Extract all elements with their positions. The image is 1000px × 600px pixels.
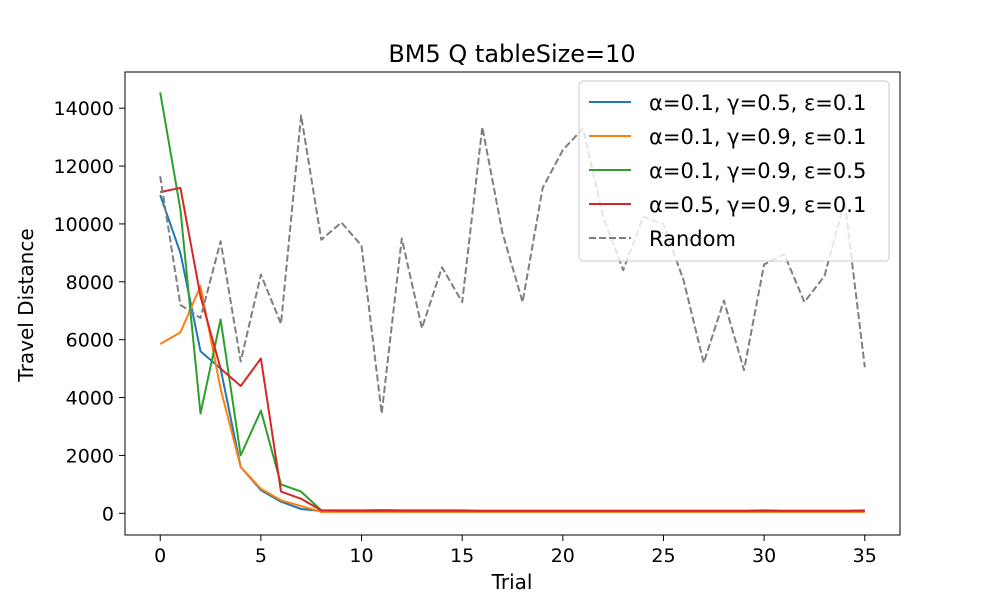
axes-frame bbox=[124, 71, 901, 536]
x-tick-label: 5 bbox=[255, 545, 267, 567]
legend-label-2: α=0.1, γ=0.9, ε=0.1 bbox=[649, 125, 866, 149]
y-tick-label: 12000 bbox=[54, 156, 114, 178]
y-axis-label: Travel Distance bbox=[14, 228, 38, 382]
y-tick-label: 8000 bbox=[66, 272, 114, 294]
y-tick-label: 4000 bbox=[66, 388, 114, 410]
x-tick-label: 15 bbox=[450, 545, 474, 567]
y-tick-label: 0 bbox=[102, 503, 114, 525]
legend-label-4: α=0.5, γ=0.9, ε=0.1 bbox=[649, 193, 866, 217]
legend-label-3: α=0.1, γ=0.9, ε=0.5 bbox=[649, 159, 866, 183]
plot-area: 0 5 10 15 20 25 30 35 0 2000 4000 6000 8000 10000 1200… bbox=[54, 71, 901, 567]
legend-label-5: Random bbox=[649, 227, 736, 251]
x-axis-label: Trial bbox=[491, 570, 533, 594]
legend-label-1: α=0.1, γ=0.5, ε=0.1 bbox=[649, 91, 866, 115]
x-tick-label: 10 bbox=[349, 545, 373, 567]
y-tick-label: 10000 bbox=[54, 214, 114, 236]
y-tick-label: 2000 bbox=[66, 445, 114, 467]
y-tick-label: 6000 bbox=[66, 330, 114, 352]
chart-title: BM5 Q tableSize=10 bbox=[388, 40, 635, 68]
x-tick-label: 30 bbox=[752, 545, 776, 567]
legend: α=0.1, γ=0.5, ε=0.1 α=0.1, γ=0.9, ε=0.1 α=… bbox=[578, 80, 890, 262]
series-line-5 bbox=[159, 114, 866, 415]
series-line-4 bbox=[159, 186, 865, 512]
x-tick-label: 0 bbox=[154, 545, 166, 567]
legend-box bbox=[578, 80, 890, 262]
x-tick-label: 20 bbox=[551, 545, 575, 567]
x-tick-label: 25 bbox=[651, 545, 675, 567]
y-tick-label: 14000 bbox=[54, 98, 114, 120]
x-tick-label: 35 bbox=[853, 545, 877, 567]
